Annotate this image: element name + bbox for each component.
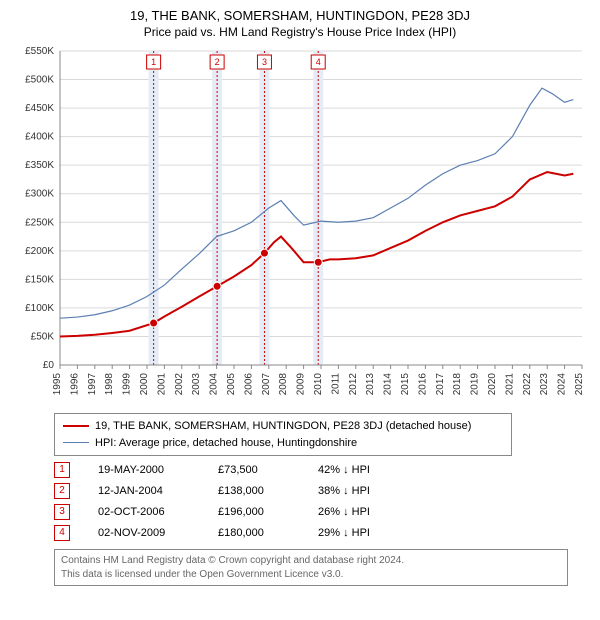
svg-text:2003: 2003 xyxy=(191,373,202,396)
legend-row: 19, THE BANK, SOMERSHAM, HUNTINGDON, PE2… xyxy=(63,418,503,435)
svg-text:2022: 2022 xyxy=(522,373,533,396)
svg-text:3: 3 xyxy=(262,57,267,67)
svg-text:2012: 2012 xyxy=(348,373,359,396)
sale-hpi-delta: 42% ↓ HPI xyxy=(318,464,408,476)
svg-text:2011: 2011 xyxy=(330,373,341,395)
chart-svg: £0 £50K £100K £150K £200K £250K £300K £350K £400… xyxy=(10,45,590,405)
svg-text:2008: 2008 xyxy=(278,373,289,396)
svg-text:£450K: £450K xyxy=(25,103,54,114)
sale-number-box: 1 xyxy=(54,462,70,478)
sale-hpi-delta: 26% ↓ HPI xyxy=(318,506,408,518)
svg-text:2004: 2004 xyxy=(209,373,220,396)
svg-text:4: 4 xyxy=(316,57,321,67)
sales-table: 1 19-MAY-2000 £73,500 42% ↓ HPI 2 12-JAN-2004… xyxy=(54,462,590,541)
svg-text:£50K: £50K xyxy=(31,331,55,342)
sale-hpi-delta: 29% ↓ HPI xyxy=(318,527,408,539)
sale-number-box: 3 xyxy=(54,504,70,520)
sale-price: £196,000 xyxy=(218,506,290,518)
svg-text:2025: 2025 xyxy=(574,373,585,396)
svg-text:2019: 2019 xyxy=(470,373,481,396)
sale-row: 2 12-JAN-2004 £138,000 38% ↓ HPI xyxy=(54,483,590,499)
svg-text:2017: 2017 xyxy=(435,373,446,396)
attribution-footer: Contains HM Land Registry data © Crown c… xyxy=(54,549,568,586)
svg-text:2010: 2010 xyxy=(313,373,324,396)
sale-date: 02-OCT-2006 xyxy=(98,506,190,518)
legend-label: HPI: Average price, detached house, Hunt… xyxy=(95,435,357,452)
svg-text:£250K: £250K xyxy=(25,217,54,228)
svg-text:£0: £0 xyxy=(43,360,55,371)
chart-title: 19, THE BANK, SOMERSHAM, HUNTINGDON, PE2… xyxy=(10,8,590,23)
svg-text:2015: 2015 xyxy=(400,373,411,396)
svg-text:2020: 2020 xyxy=(487,373,498,396)
sale-price: £138,000 xyxy=(218,485,290,497)
sale-date: 02-NOV-2009 xyxy=(98,527,190,539)
chart-subtitle: Price paid vs. HM Land Registry's House … xyxy=(10,25,590,39)
svg-text:2014: 2014 xyxy=(383,373,394,396)
svg-text:1999: 1999 xyxy=(122,373,133,396)
sale-date: 12-JAN-2004 xyxy=(98,485,190,497)
legend-label: 19, THE BANK, SOMERSHAM, HUNTINGDON, PE2… xyxy=(95,418,471,435)
svg-text:2007: 2007 xyxy=(261,373,272,396)
sale-row: 3 02-OCT-2006 £196,000 26% ↓ HPI xyxy=(54,504,590,520)
sale-row: 1 19-MAY-2000 £73,500 42% ↓ HPI xyxy=(54,462,590,478)
svg-text:£500K: £500K xyxy=(25,75,54,86)
price-hpi-chart: £0 £50K £100K £150K £200K £250K £300K £350K £400… xyxy=(10,45,590,405)
svg-text:1997: 1997 xyxy=(87,373,98,396)
legend-row: HPI: Average price, detached house, Hunt… xyxy=(63,435,503,452)
svg-text:2021: 2021 xyxy=(504,373,515,396)
svg-text:2001: 2001 xyxy=(156,373,167,396)
sale-number-box: 2 xyxy=(54,483,70,499)
svg-text:2000: 2000 xyxy=(139,373,150,396)
svg-text:1996: 1996 xyxy=(69,373,80,396)
svg-text:1: 1 xyxy=(151,57,156,67)
legend-swatch xyxy=(63,425,89,427)
svg-text:£550K: £550K xyxy=(25,46,54,57)
sale-date: 19-MAY-2000 xyxy=(98,464,190,476)
sale-hpi-delta: 38% ↓ HPI xyxy=(318,485,408,497)
svg-text:2016: 2016 xyxy=(417,373,428,396)
legend: 19, THE BANK, SOMERSHAM, HUNTINGDON, PE2… xyxy=(54,413,512,456)
sale-number-box: 4 xyxy=(54,525,70,541)
svg-text:£150K: £150K xyxy=(25,274,54,285)
svg-text:2023: 2023 xyxy=(539,373,550,396)
sale-row: 4 02-NOV-2009 £180,000 29% ↓ HPI xyxy=(54,525,590,541)
svg-text:2013: 2013 xyxy=(365,373,376,396)
footer-line-1: Contains HM Land Registry data © Crown c… xyxy=(61,554,561,568)
footer-line-2: This data is licensed under the Open Gov… xyxy=(61,568,561,582)
sale-price: £180,000 xyxy=(218,527,290,539)
svg-text:£300K: £300K xyxy=(25,189,54,200)
svg-text:2024: 2024 xyxy=(557,373,568,396)
svg-text:£400K: £400K xyxy=(25,132,54,143)
svg-text:1995: 1995 xyxy=(52,373,63,396)
svg-text:2005: 2005 xyxy=(226,373,237,396)
svg-text:2: 2 xyxy=(215,57,220,67)
svg-text:2009: 2009 xyxy=(296,373,307,396)
legend-swatch xyxy=(63,442,89,443)
svg-text:£100K: £100K xyxy=(25,303,54,314)
svg-text:2002: 2002 xyxy=(174,373,185,396)
svg-text:1998: 1998 xyxy=(104,373,115,396)
svg-text:£200K: £200K xyxy=(25,246,54,257)
svg-text:2006: 2006 xyxy=(243,373,254,396)
sale-price: £73,500 xyxy=(218,464,290,476)
svg-text:2018: 2018 xyxy=(452,373,463,396)
svg-text:£350K: £350K xyxy=(25,160,54,171)
